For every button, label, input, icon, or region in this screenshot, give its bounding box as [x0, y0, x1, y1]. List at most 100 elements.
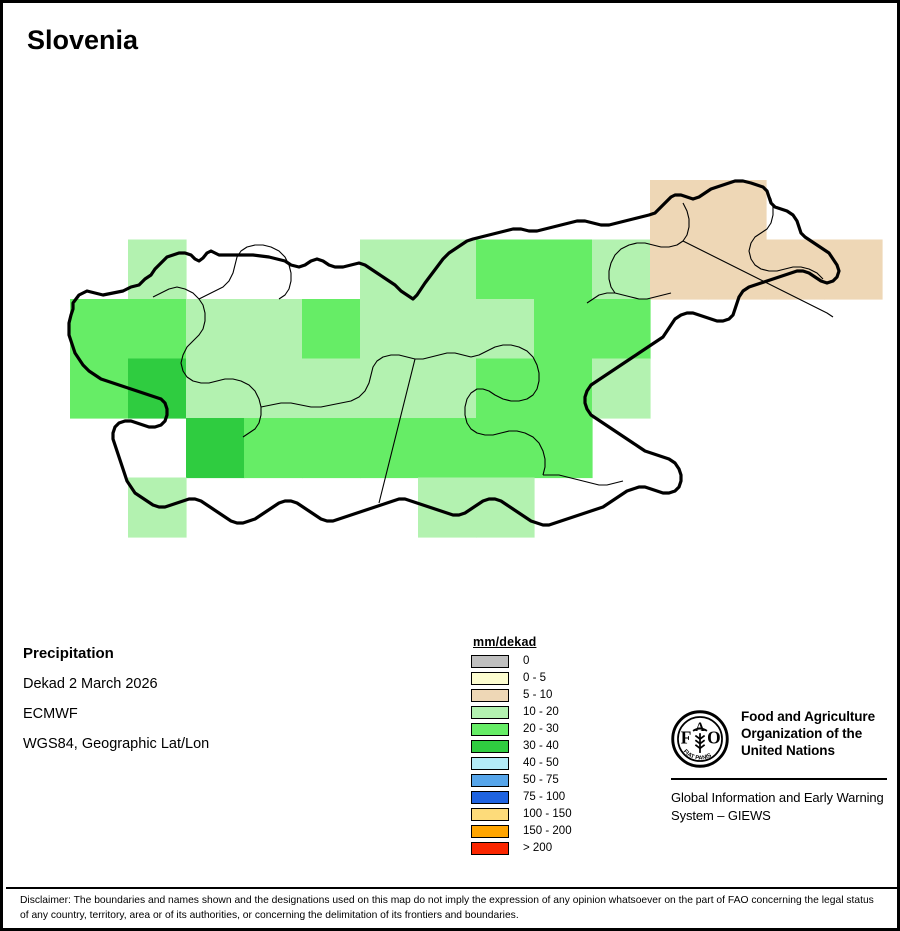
legend-label: 100 - 150: [523, 808, 572, 820]
raster-cell: [360, 418, 419, 479]
raster-cell: [302, 299, 361, 360]
info-projection: WGS84, Geographic Lat/Lon: [23, 736, 210, 752]
raster-cell: [186, 299, 245, 360]
raster-cell: [766, 239, 825, 300]
admin-boundaries: [152, 190, 834, 504]
legend-label: 0 - 5: [523, 672, 547, 684]
legend-swatch: [471, 808, 509, 821]
fao-logo-icon: F A O FIAT PANIS: [671, 710, 729, 768]
legend-swatch: [471, 757, 509, 770]
raster-cell: [592, 299, 651, 360]
legend-label: 40 - 50: [523, 757, 559, 769]
legend-row: 5 - 10: [471, 687, 651, 704]
raster-cell: [534, 418, 593, 479]
legend-row: 0: [471, 653, 651, 670]
raster-cell: [302, 358, 361, 419]
fao-org-line-2: Organization of the: [741, 726, 863, 741]
legend-row: 100 - 150: [471, 806, 651, 823]
disclaimer-divider: [6, 887, 900, 889]
raster-cell: [244, 299, 303, 360]
legend-label: 5 - 10: [523, 689, 553, 701]
national-boundary: [67, 179, 841, 527]
fao-motto: FIAT PANIS: [682, 749, 713, 762]
fao-branding: F A O FIAT PANIS Food and Agriculture Or…: [671, 708, 889, 825]
raster-cell: [128, 299, 187, 360]
raster-cell: [70, 358, 129, 419]
raster-cell: [128, 358, 187, 419]
raster-cell: [128, 239, 187, 300]
raster-cell: [476, 358, 535, 419]
raster-cell: [476, 477, 535, 538]
legend-label: 150 - 200: [523, 825, 572, 837]
legend-swatch: [471, 791, 509, 804]
info-period: Dekad 2 March 2026: [23, 676, 158, 692]
legend-items: 0 0 - 5 5 - 10 10 - 20 20 - 30 30 - 40 40 - 50…: [471, 653, 651, 857]
raster-cell: [534, 239, 593, 300]
legend-title: mm/dekad: [473, 635, 537, 649]
legend-swatch: [471, 655, 509, 668]
legend-label: 75 - 100: [523, 791, 566, 803]
svg-text:F: F: [681, 728, 692, 748]
fao-org-line-1: Food and Agriculture: [741, 709, 875, 724]
raster-cell: [592, 358, 651, 419]
raster-cell: [418, 418, 477, 479]
legend-label: 0: [523, 655, 530, 667]
legend-swatch: [471, 672, 509, 685]
legend-label: 10 - 20: [523, 706, 559, 718]
fao-divider: [671, 778, 887, 780]
raster-cell: [476, 239, 535, 300]
raster-cell: [418, 358, 477, 419]
raster-cell: [360, 239, 419, 300]
fao-org-line-3: United Nations: [741, 743, 835, 758]
legend-label: 20 - 30: [523, 723, 559, 735]
legend-label: 50 - 75: [523, 774, 559, 786]
raster-cell: [708, 239, 767, 300]
legend-row: 0 - 5: [471, 670, 651, 687]
raster-cell: [824, 239, 883, 300]
raster-cell: [70, 299, 129, 360]
raster-cell: [360, 358, 419, 419]
legend-row: 30 - 40: [471, 738, 651, 755]
legend-swatch: [471, 740, 509, 753]
legend-swatch: [471, 706, 509, 719]
info-source: ECMWF: [23, 706, 78, 722]
page-title: Slovenia: [27, 25, 139, 55]
raster-cell: [534, 299, 593, 360]
legend-swatch: [471, 689, 509, 702]
raster-cell: [360, 299, 419, 360]
raster-cell: [476, 299, 535, 360]
legend-swatch: [471, 723, 509, 736]
map-canvas: [3, 3, 900, 623]
raster-cell: [418, 299, 477, 360]
legend: mm/dekad 0 0 - 5 5 - 10 10 - 20 20 - 30 30 - …: [471, 635, 651, 857]
raster-cell: [244, 358, 303, 419]
raster-cell: [418, 239, 477, 300]
precipitation-raster-map: [67, 179, 883, 538]
raster-cell: [650, 239, 709, 300]
svg-text:A: A: [695, 720, 705, 734]
map-info-block: Precipitation Dekad 2 March 2026 ECMWF W…: [23, 639, 323, 759]
legend-label: > 200: [523, 842, 553, 854]
disclaimer-text: Disclaimer: The boundaries and names sho…: [20, 895, 874, 921]
legend-swatch: [471, 825, 509, 838]
raster-cell: [476, 418, 535, 479]
legend-label: 30 - 40: [523, 740, 559, 752]
legend-row: 75 - 100: [471, 789, 651, 806]
info-variable: Precipitation: [23, 645, 114, 662]
raster-cell: [186, 358, 245, 419]
raster-cell: [708, 180, 767, 241]
raster-cell: [302, 418, 361, 479]
fao-system-name: Global Information and Early Warning Sys…: [671, 790, 884, 823]
legend-row: 20 - 30: [471, 721, 651, 738]
legend-row: > 200: [471, 840, 651, 857]
svg-text:O: O: [707, 728, 721, 748]
raster-cell: [592, 239, 651, 300]
legend-swatch: [471, 774, 509, 787]
raster-cell: [186, 418, 245, 479]
fao-organization-name: Food and Agriculture Organization of the…: [741, 708, 875, 759]
legend-row: 40 - 50: [471, 755, 651, 772]
legend-row: 150 - 200: [471, 823, 651, 840]
legend-row: 10 - 20: [471, 704, 651, 721]
raster-cell: [534, 358, 593, 419]
